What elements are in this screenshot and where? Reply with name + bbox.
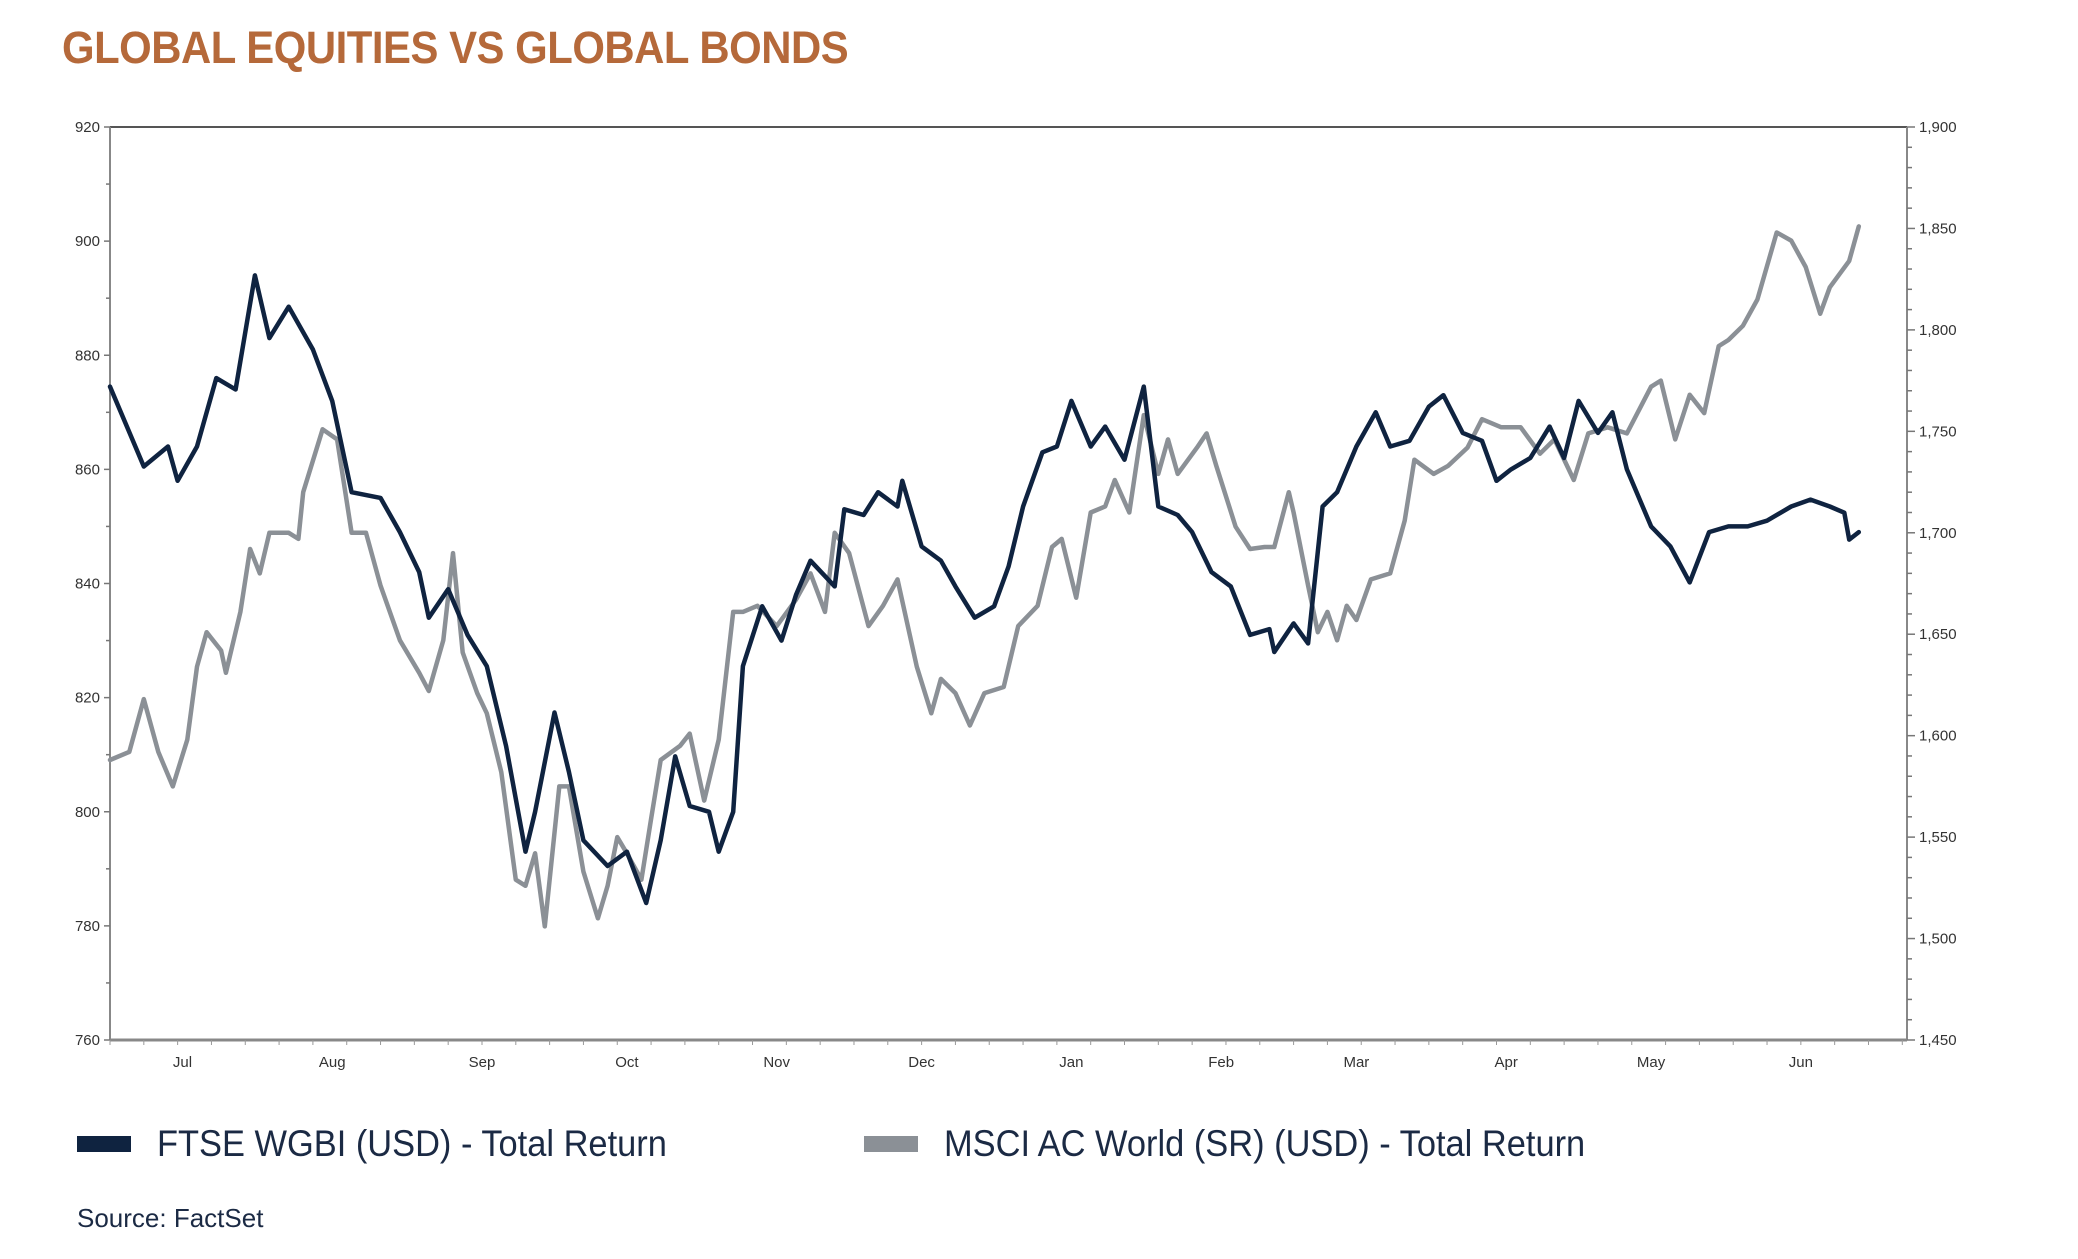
left-tick-label: 860 bbox=[75, 461, 100, 478]
left-tick-label: 900 bbox=[75, 233, 100, 250]
x-tick-label-nov: Nov bbox=[763, 1054, 790, 1071]
x-tick-label-jul: Jul bbox=[173, 1054, 192, 1071]
axes: 760 780 800 820 840 860 880 900 920 1,450 1,500 1,5… bbox=[75, 119, 1957, 1071]
legend-item-equities: MSCI AC World (SR) (USD) - Total Return bbox=[864, 1123, 1633, 1165]
x-tick-label-dec: Dec bbox=[908, 1054, 935, 1071]
legend-label-bonds: FTSE WGBI (USD) - Total Return bbox=[157, 1123, 667, 1164]
right-tick-label: 1,500 bbox=[1919, 931, 1957, 948]
series-line-bonds bbox=[107, 273, 1862, 906]
left-tick-label: 800 bbox=[75, 804, 100, 821]
legend-swatch-bonds bbox=[77, 1136, 131, 1152]
right-tick-label: 1,450 bbox=[1919, 1032, 1957, 1049]
right-tick-label: 1,650 bbox=[1919, 626, 1957, 643]
left-tick-label: 780 bbox=[75, 918, 100, 935]
x-tick-label-jun: Jun bbox=[1789, 1054, 1813, 1071]
right-tick-label: 1,600 bbox=[1919, 728, 1957, 745]
x-tick-label-sep: Sep bbox=[469, 1054, 496, 1071]
left-tick-label: 760 bbox=[75, 1032, 100, 1049]
source-note: Source: FactSet bbox=[77, 1203, 264, 1233]
right-tick-label: 1,800 bbox=[1919, 322, 1957, 339]
left-tick-label: 820 bbox=[75, 690, 100, 707]
left-tick-label: 920 bbox=[75, 119, 100, 136]
legend-swatch-equities bbox=[864, 1136, 918, 1152]
x-tick-label-mar: Mar bbox=[1343, 1054, 1369, 1071]
series-lines bbox=[107, 224, 1862, 929]
x-tick-label-oct: Oct bbox=[615, 1054, 639, 1071]
left-tick-label: 880 bbox=[75, 347, 100, 364]
x-tick-label-feb: Feb bbox=[1208, 1054, 1234, 1071]
chart-title: GLOBAL EQUITIES VS GLOBAL BONDS bbox=[62, 22, 849, 73]
right-tick-label: 1,900 bbox=[1919, 119, 1957, 136]
x-tick-label-jan: Jan bbox=[1059, 1054, 1083, 1071]
x-tick-label-apr: Apr bbox=[1494, 1054, 1517, 1071]
legend-label-equities: MSCI AC World (SR) (USD) - Total Return bbox=[944, 1123, 1586, 1164]
x-tick-label-aug: Aug bbox=[319, 1054, 346, 1071]
x-tick-label-may: May bbox=[1637, 1054, 1666, 1071]
right-tick-label: 1,750 bbox=[1919, 423, 1957, 440]
right-tick-label: 1,850 bbox=[1919, 220, 1957, 237]
right-tick-label: 1,550 bbox=[1919, 829, 1957, 846]
series-line-equities bbox=[107, 224, 1862, 929]
legend-item-bonds: FTSE WGBI (USD) - Total Return bbox=[77, 1123, 705, 1165]
left-tick-label: 840 bbox=[75, 576, 100, 593]
right-tick-label: 1,700 bbox=[1919, 525, 1957, 542]
